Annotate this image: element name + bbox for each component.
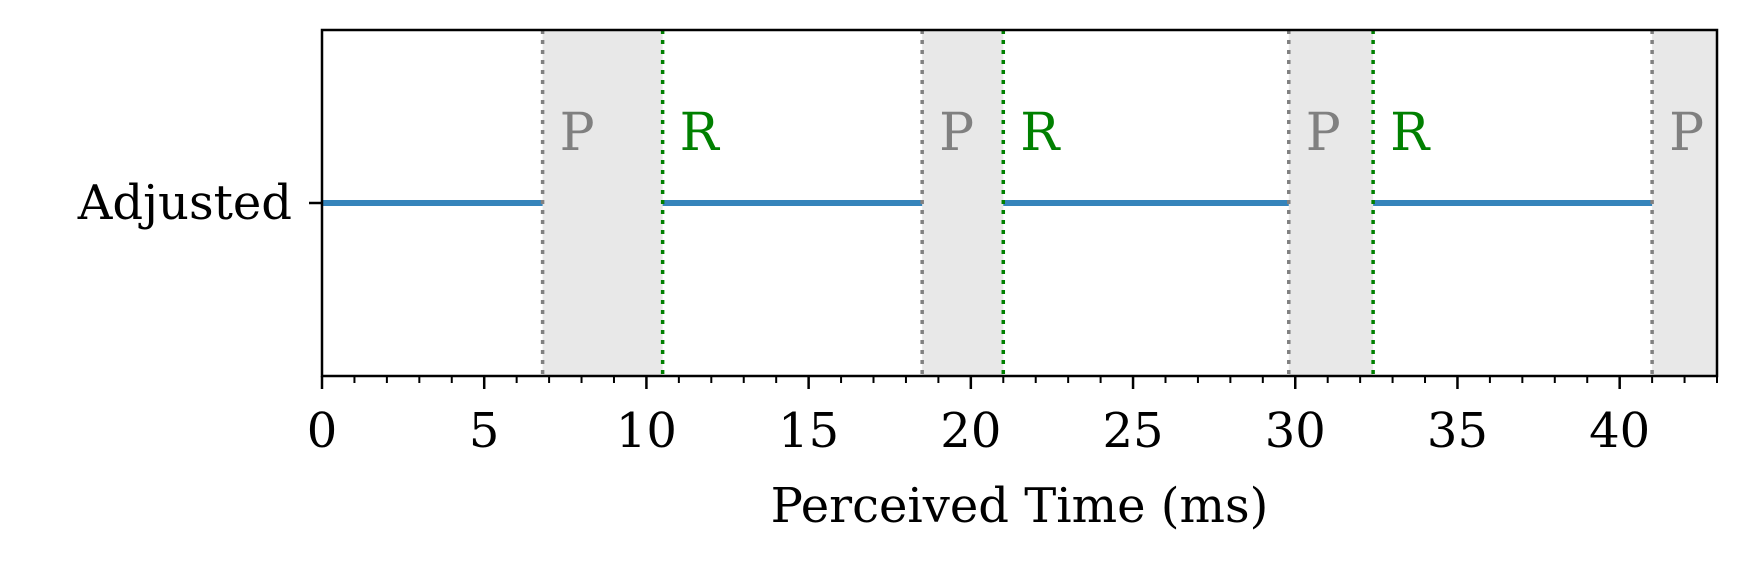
marker-label-0: P bbox=[560, 103, 595, 163]
x-tick-label-1: 5 bbox=[469, 403, 500, 459]
marker-label-3: R bbox=[1020, 103, 1061, 163]
marker-label-4: P bbox=[1306, 103, 1341, 163]
pause-region-1 bbox=[922, 30, 1004, 376]
marker-label-1: R bbox=[680, 103, 721, 163]
x-tick-label-7: 35 bbox=[1427, 403, 1488, 459]
pause-region-3 bbox=[1652, 30, 1717, 376]
x-axis-label: Perceived Time (ms) bbox=[771, 478, 1269, 534]
x-tick-label-0: 0 bbox=[307, 403, 338, 459]
x-tick-label-4: 20 bbox=[940, 403, 1001, 459]
x-tick-label-8: 40 bbox=[1589, 403, 1650, 459]
x-tick-label-2: 10 bbox=[616, 403, 677, 459]
marker-label-5: R bbox=[1390, 103, 1431, 163]
pause-regions bbox=[542, 30, 1717, 376]
marker-label-6: P bbox=[1669, 103, 1704, 163]
pause-region-0 bbox=[542, 30, 663, 376]
marker-label-2: P bbox=[939, 103, 974, 163]
y-tick-label-0: Adjusted bbox=[77, 175, 292, 231]
x-axis-ticks: 0 5 10 15 20 25 30 35 40 bbox=[307, 376, 1718, 459]
pause-region-2 bbox=[1288, 30, 1374, 376]
y-axis-ticks: Adjusted bbox=[77, 175, 322, 231]
x-tick-label-6: 30 bbox=[1265, 403, 1326, 459]
x-tick-label-5: 25 bbox=[1103, 403, 1164, 459]
x-tick-label-3: 15 bbox=[778, 403, 839, 459]
